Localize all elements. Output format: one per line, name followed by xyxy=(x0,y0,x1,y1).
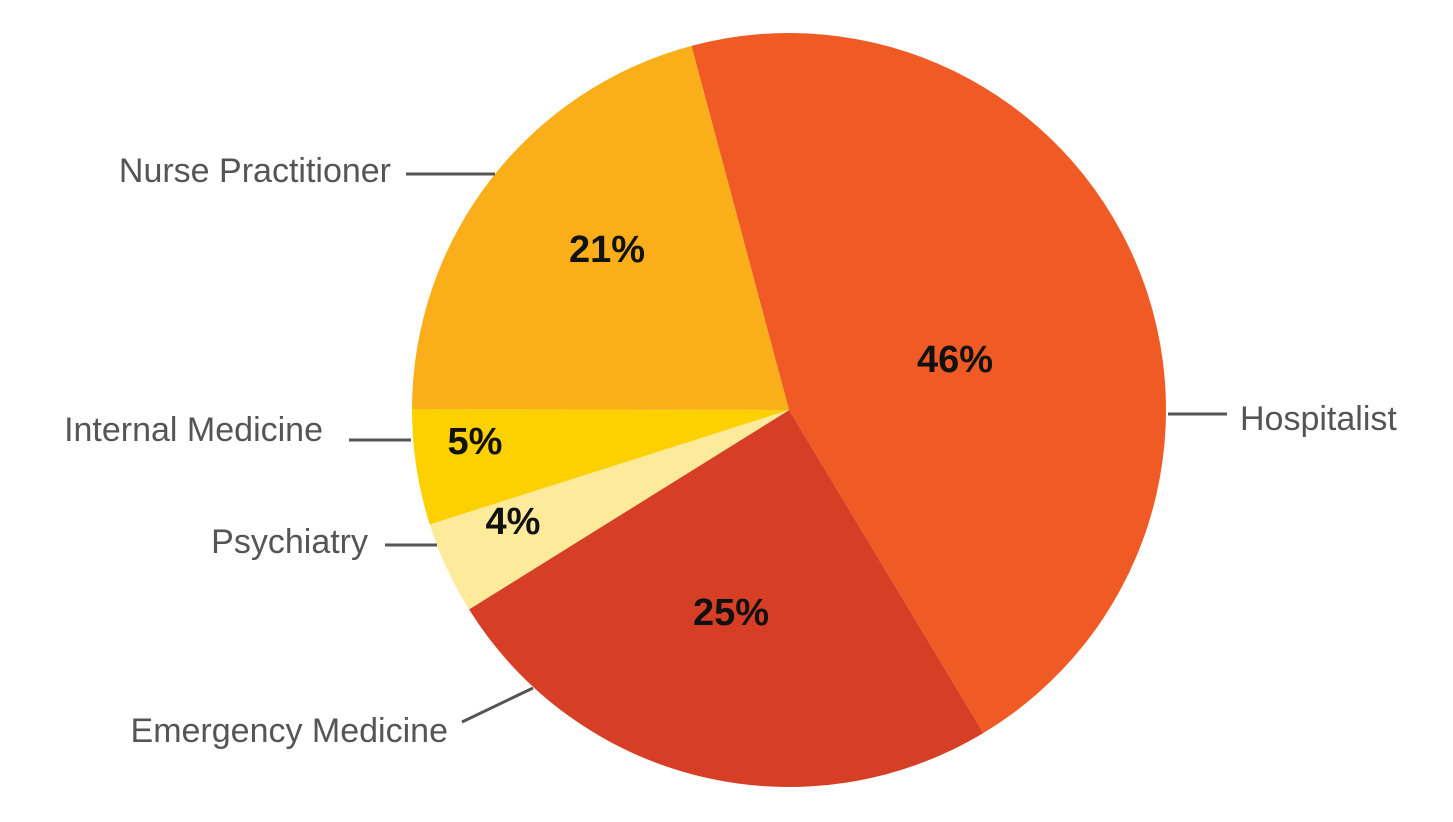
value-label-nurse-practitioner: 21% xyxy=(569,229,645,271)
category-label-hospitalist: Hospitalist xyxy=(1240,400,1397,438)
category-label-nurse-practitioner: Nurse Practitioner xyxy=(119,152,391,190)
category-labels: Hospitalist Emergency Medicine Psychiatry I… xyxy=(64,152,1397,750)
category-label-emergency-medicine: Emergency Medicine xyxy=(131,712,448,750)
leader-line-emergency-medicine xyxy=(461,686,534,724)
pie-slice-psychiatry xyxy=(429,410,789,610)
pie-slices xyxy=(411,33,1166,788)
category-label-psychiatry: Psychiatry xyxy=(211,523,368,561)
leader-lines xyxy=(349,172,1227,724)
value-label-emergency-medicine: 25% xyxy=(693,592,769,634)
pie-slice-hospitalist xyxy=(691,33,1166,734)
value-label-psychiatry: 4% xyxy=(486,501,541,543)
value-label-internal-medicine: 5% xyxy=(448,421,503,463)
pie-slice-internal-medicine xyxy=(411,409,789,525)
pie-slice-emergency-medicine xyxy=(469,410,984,788)
category-label-internal-medicine: Internal Medicine xyxy=(64,411,323,449)
pie-slice-nurse-practitioner xyxy=(412,45,789,410)
value-label-hospitalist: 46% xyxy=(917,339,993,381)
value-labels: 46% 25% 4% 5% 21% xyxy=(448,229,993,634)
